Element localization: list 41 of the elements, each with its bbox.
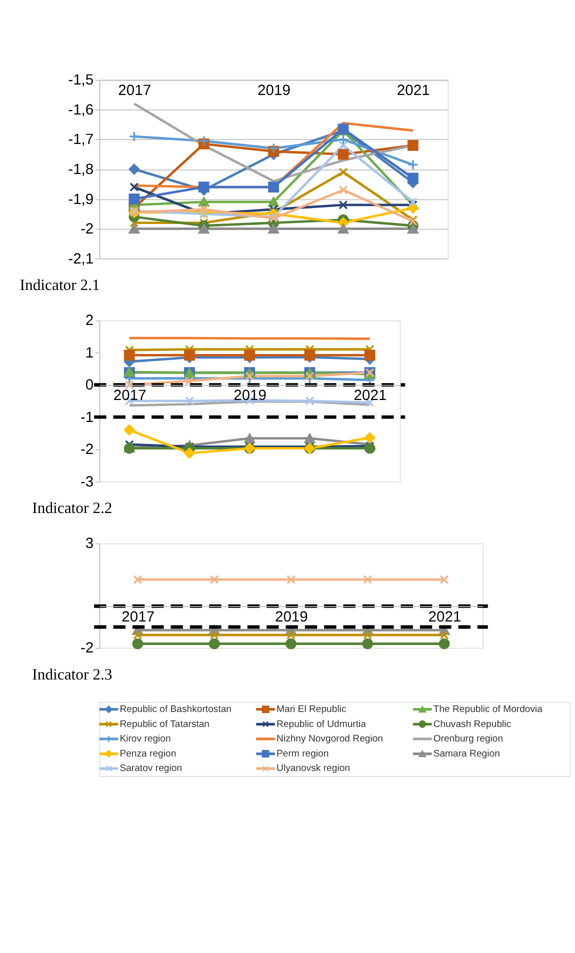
legend-label: Chuvash Republic bbox=[433, 718, 512, 730]
x-tick-label: 2019 bbox=[258, 83, 290, 100]
text: Indicator 2.2 bbox=[32, 500, 112, 517]
y-tick-label: 0 bbox=[85, 378, 94, 394]
legend-label: Nizhny Novgorod Region bbox=[276, 734, 384, 745]
y-tick-label: 2 bbox=[85, 313, 94, 330]
legend-label: Saratov region bbox=[120, 763, 182, 774]
legend-label: Mari El Republic bbox=[276, 704, 346, 715]
y-tick-label: -2,1 bbox=[68, 251, 94, 268]
y-tick-label: 1 bbox=[85, 345, 94, 362]
text: Indicator 2.3 bbox=[32, 666, 112, 684]
legend-label: Penza region bbox=[120, 748, 176, 760]
text: Indicator 2.1 bbox=[20, 276, 100, 294]
y-tick-label: -2 bbox=[80, 222, 94, 238]
legend-label: The Republic of Mordovia bbox=[433, 704, 544, 715]
y-tick-label: -1 bbox=[80, 410, 94, 426]
legend-label: Kirov region bbox=[120, 734, 171, 745]
legend-label: Republic of Bashkortostan bbox=[120, 704, 232, 715]
x-tick-label: 2017 bbox=[113, 388, 146, 404]
x-tick-label: 2021 bbox=[396, 83, 430, 100]
legend-label: Orenburg region bbox=[433, 734, 504, 745]
y-tick-label: -2 bbox=[80, 442, 94, 458]
legend-label: Ulyanovsk region bbox=[276, 763, 350, 774]
y-tick-label: -1,7 bbox=[68, 132, 94, 148]
x-tick-label: 2021 bbox=[428, 609, 462, 626]
y-tick-label: -1,6 bbox=[68, 102, 94, 118]
x-tick-label: 2017 bbox=[122, 609, 155, 626]
x-tick-label: 2019 bbox=[234, 388, 266, 404]
y-tick-label: -3 bbox=[80, 474, 94, 490]
y-tick-label: -2 bbox=[80, 640, 94, 657]
x-tick-label: 2021 bbox=[354, 388, 387, 404]
legend-label: Perm region bbox=[276, 748, 329, 760]
legend-label: Republic of Udmurtia bbox=[276, 718, 367, 730]
x-tick-label: 2017 bbox=[118, 83, 152, 100]
y-tick-label: -1,9 bbox=[68, 192, 94, 208]
y-tick-label: -1,5 bbox=[68, 72, 94, 89]
y-tick-label: -1,8 bbox=[68, 162, 94, 178]
legend-label: Republic of Tatarstan bbox=[120, 718, 210, 730]
y-tick-label: 3 bbox=[85, 536, 94, 552]
x-tick-label: 2019 bbox=[274, 609, 308, 626]
legend-label: Samara Region bbox=[433, 748, 500, 760]
